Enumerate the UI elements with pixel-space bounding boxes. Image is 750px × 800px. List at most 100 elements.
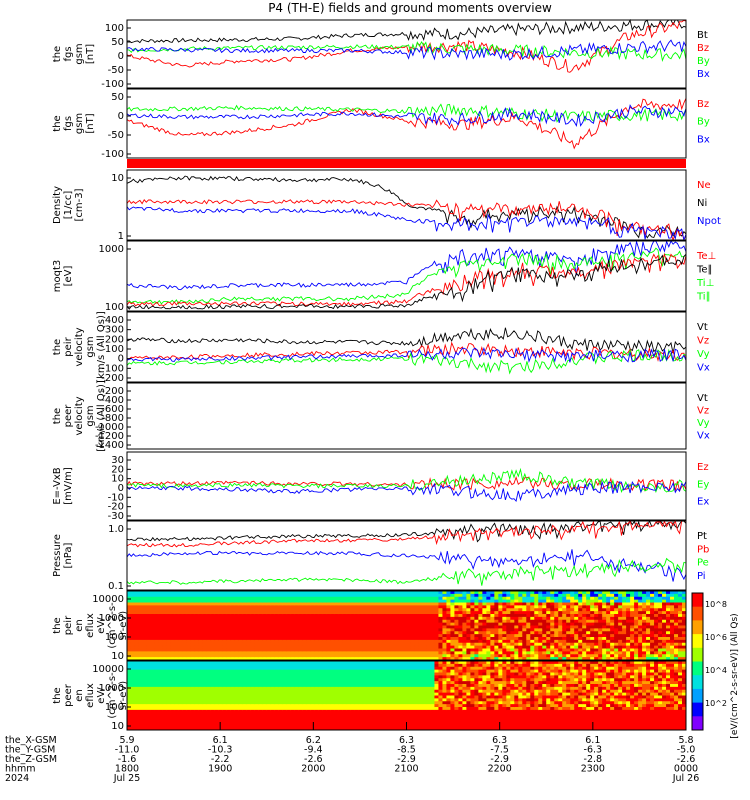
spectrogram-cell [142, 661, 148, 665]
spectrogram-cell [542, 596, 547, 601]
spectrogram-cell [510, 596, 515, 601]
spectrogram-cell [606, 645, 611, 649]
spectrogram-cell [374, 599, 380, 603]
spectrogram-cell [614, 605, 619, 609]
spectrogram-cell [466, 602, 471, 606]
spectrogram-cell [210, 625, 216, 629]
spectrogram-cell [246, 715, 252, 719]
spectrogram-cell [414, 637, 419, 641]
spectrogram-cell [254, 681, 260, 685]
spectrogram-cell [278, 639, 284, 644]
spectrogram-cell [622, 639, 627, 644]
spectrogram-cell [606, 611, 611, 615]
spectrogram-cell [514, 628, 519, 632]
spectrogram-cell [678, 648, 683, 652]
spectrogram-cell [290, 602, 296, 606]
spectrogram-cell [190, 704, 196, 708]
spectrogram-cell [334, 709, 340, 714]
spectrogram-cell [462, 625, 467, 629]
spectrogram-cell [554, 642, 559, 647]
spectrogram-cell [326, 614, 332, 618]
spectrogram-cell [330, 712, 336, 717]
spectrogram-cell [202, 666, 208, 671]
spectrogram-cell [214, 634, 220, 638]
spectrogram-cell [590, 611, 595, 615]
spectrogram-cell [386, 605, 392, 609]
spectrogram-cell [602, 645, 607, 649]
spectrogram-cell [438, 645, 443, 649]
spectrogram-cell [342, 712, 348, 717]
spectrogram-cell [150, 727, 156, 731]
spectrogram-cell [458, 622, 463, 626]
spectrogram-cell [154, 695, 160, 699]
spectrogram-cell [170, 622, 176, 626]
spectrogram-cell [138, 599, 144, 603]
spectrogram-cell [194, 707, 200, 711]
spectrogram-cell [286, 602, 292, 606]
spectrogram-cell [218, 669, 224, 673]
spectrogram-cell [442, 602, 447, 606]
spectrogram-cell [206, 605, 212, 609]
spectrogram-cell [350, 645, 356, 649]
spectrogram-cell [330, 704, 336, 708]
spectrogram-cell [646, 639, 651, 644]
spectrogram-cell [574, 634, 579, 638]
series-Ne [126, 199, 687, 242]
spectrogram-cell [250, 672, 256, 676]
spectrogram-cell [170, 602, 176, 606]
spectrogram-cell [158, 625, 164, 629]
spectrogram-cell [310, 648, 316, 652]
spectrogram-cell [146, 657, 152, 661]
spectrogram-cell [138, 666, 144, 671]
spectrogram-cell [202, 709, 208, 714]
spectrogram-cell [354, 622, 360, 626]
spectrogram-cell [158, 704, 164, 708]
spectrogram-cell [614, 591, 619, 595]
spectrogram-cell [674, 634, 679, 638]
spectrogram-cell [542, 608, 547, 612]
spectrogram-cell [294, 625, 300, 629]
spectrogram-cell [130, 715, 136, 719]
spectrogram-cell [202, 654, 208, 658]
spectrogram-cell [638, 619, 643, 624]
spectrogram-cell [322, 692, 328, 696]
spectrogram-cell [418, 596, 423, 601]
spectrogram-cell [178, 663, 184, 668]
spectrogram-cell [330, 681, 336, 685]
spectrogram-cell [338, 695, 344, 699]
spectrogram-cell [266, 718, 272, 722]
spectrogram-cell [442, 654, 447, 658]
spectrogram-cell [130, 695, 136, 699]
spectrogram-cell [294, 669, 300, 673]
spectrogram-cell [182, 616, 188, 621]
spectrogram-cell [330, 608, 336, 612]
spectrogram-cell [230, 602, 236, 606]
spectrogram-cell [366, 678, 372, 682]
spectrogram-cell [482, 591, 487, 595]
spectrogram-cell [378, 657, 384, 661]
spectrogram-cell [322, 698, 328, 702]
spectrogram-cell [526, 645, 531, 649]
spectrogram-cell [638, 657, 643, 661]
spectrogram-cell [318, 661, 324, 665]
spectrogram-cell [514, 599, 519, 603]
spectrogram-cell [354, 599, 360, 603]
spectrogram-cell [594, 657, 599, 661]
legend-Vx: Vx [697, 431, 710, 442]
spectrogram-cell [214, 661, 220, 665]
spectrogram-cell [602, 619, 607, 624]
spectrogram-cell [642, 605, 647, 609]
spectrogram-cell [306, 704, 312, 708]
spectrogram-cell [278, 602, 284, 606]
spectrogram-cell [346, 678, 352, 682]
spectrogram-cell [330, 701, 336, 705]
spectrogram-cell [182, 599, 188, 603]
spectrogram-cell [254, 686, 260, 691]
spectrogram-cell [214, 608, 220, 612]
spectrogram-cell [662, 593, 667, 598]
spectrogram-cell [350, 678, 356, 682]
spectrogram-cell [298, 692, 304, 696]
spectrogram-cell [214, 622, 220, 626]
spectrogram-cell [226, 681, 232, 685]
spectrogram-cell [534, 602, 539, 606]
